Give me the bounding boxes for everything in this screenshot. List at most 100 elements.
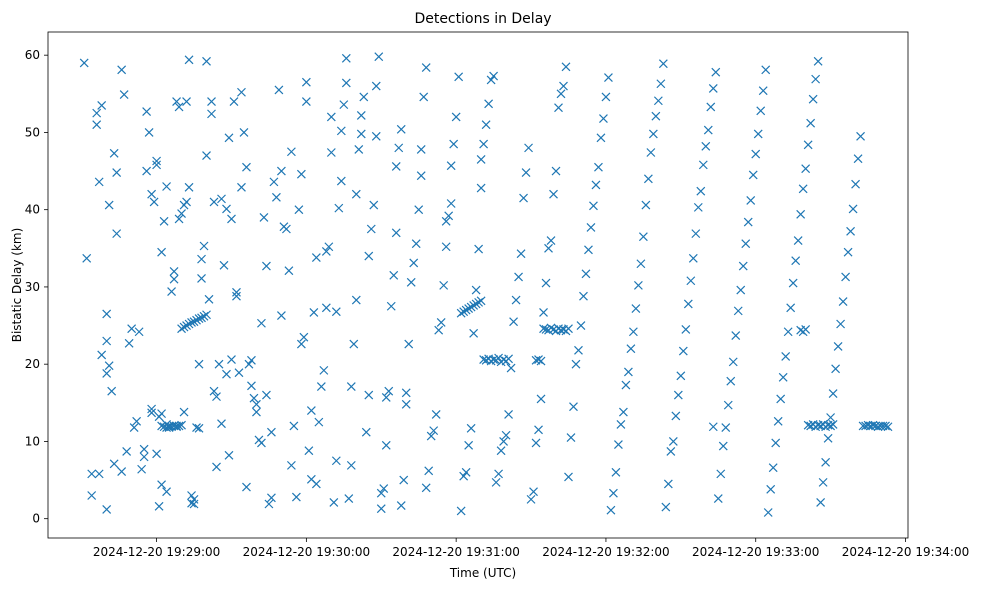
data-point [471,299,481,309]
data-point [641,200,651,210]
data-point [576,321,586,330]
data-point [102,309,112,319]
data-point [653,96,663,106]
data-point [104,200,114,210]
data-point [534,425,543,435]
data-point [127,324,137,334]
data-point [773,416,783,426]
data-point [104,361,114,371]
y-tick-label: 0 [32,512,40,526]
data-point [217,194,226,204]
data-point [311,253,321,263]
data-point [232,291,241,301]
data-point [736,285,746,295]
data-point [199,241,209,251]
data-point [192,315,201,325]
data-point [474,244,484,254]
data-point [663,479,673,489]
y-tick-label: 20 [25,357,40,371]
data-point [376,504,386,514]
data-point [424,466,434,476]
data-point [204,294,214,304]
data-point [369,200,379,210]
data-point [881,421,890,431]
data-point [149,197,159,207]
data-point [286,147,296,157]
data-point [361,427,371,437]
data-point [621,380,631,390]
data-point [247,355,256,365]
data-point [541,278,551,288]
data-point [534,355,543,364]
data-point [851,179,861,189]
data-point [162,182,172,191]
data-point [833,341,843,351]
data-point [631,304,641,313]
data-point [831,364,841,374]
data-point [489,355,499,364]
data-point [828,389,838,398]
data-point [264,499,274,509]
x-tick-label: 2024-12-20 19:31:00 [392,545,519,559]
data-point [167,287,176,296]
data-point [751,149,761,159]
data-point [771,438,781,448]
data-point [324,242,334,252]
data-point [791,256,801,266]
data-point [516,249,526,259]
data-point [192,423,201,432]
data-point [224,133,234,143]
data-point [828,420,838,429]
data-point [821,457,831,467]
data-point [816,498,826,507]
data-point [638,232,648,242]
data-point [836,319,846,329]
data-point [599,114,608,123]
data-point [713,494,723,504]
data-point [768,463,778,473]
data-point [706,102,716,112]
data-point [409,258,419,268]
data-point [212,462,221,472]
data-point [117,467,127,476]
data-point [132,416,142,426]
data-point [681,324,691,334]
data-point [129,423,139,432]
data-point [172,422,181,432]
data-point [683,299,693,309]
data-point [331,456,341,466]
data-point [371,81,381,91]
data-point [778,372,788,382]
data-point [441,242,451,252]
data-point [708,83,718,93]
data-point [286,460,296,470]
data-point [319,365,329,375]
data-point [276,166,286,176]
data-point [374,52,384,62]
data-point [102,504,112,514]
data-point [823,433,833,443]
data-point [384,386,394,396]
data-point [224,450,234,460]
data-point [798,184,808,194]
data-point [601,92,611,102]
data-point [506,363,516,373]
data-point [843,247,853,257]
data-point [326,148,336,157]
x-axis-label: Time (UTC) [449,566,516,580]
data-point [284,266,294,276]
data-point [838,297,848,307]
data-point [159,216,169,226]
data-point [589,201,598,211]
data-point [276,311,286,320]
data-point [169,267,179,276]
data-point [474,297,484,307]
data-point [766,484,776,494]
data-point [112,168,122,178]
data-point [701,141,711,151]
data-point [147,404,157,414]
data-point [494,353,504,363]
data-point [521,168,531,178]
data-point [117,65,127,75]
